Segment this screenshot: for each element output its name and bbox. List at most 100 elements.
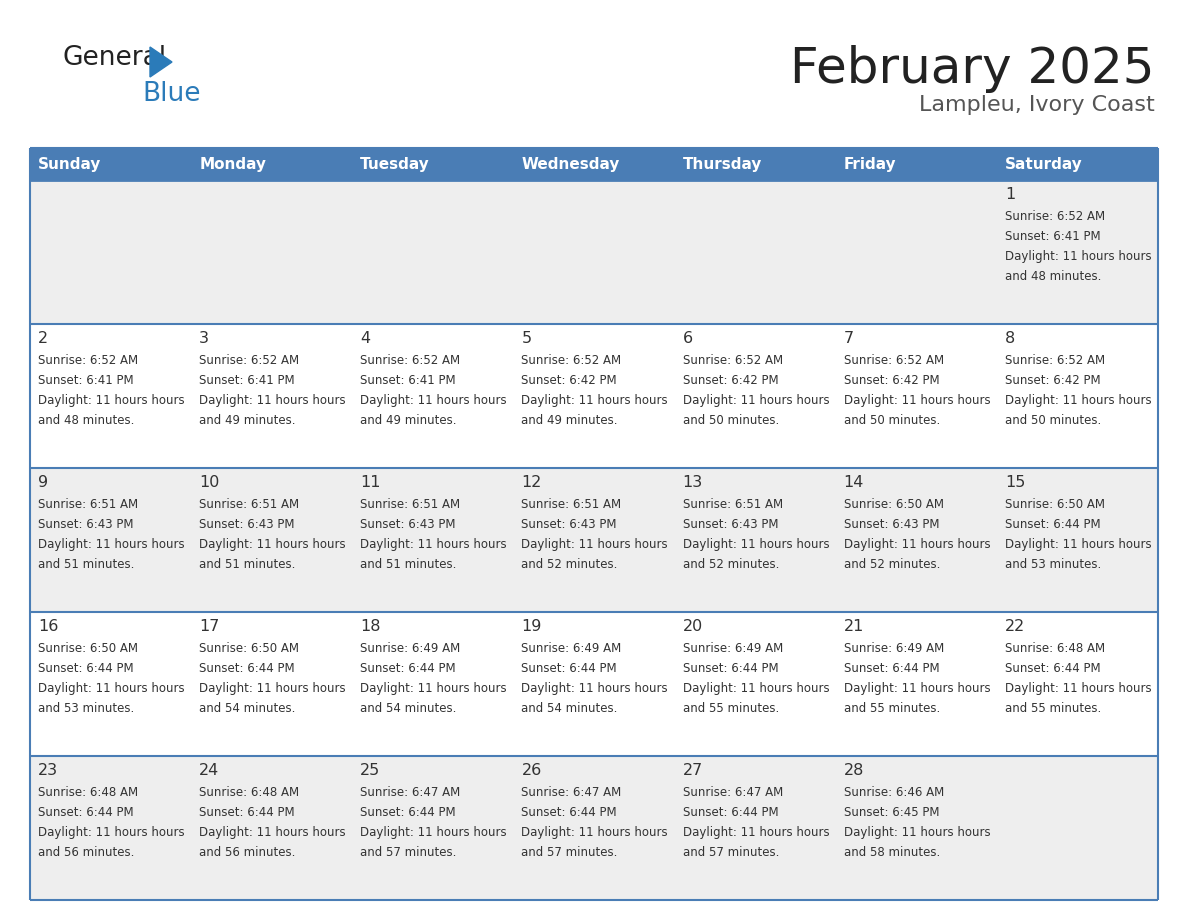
Bar xyxy=(353,612,513,756)
Text: Sunset: 6:44 PM: Sunset: 6:44 PM xyxy=(360,662,456,675)
Text: and 51 minutes.: and 51 minutes. xyxy=(360,558,456,571)
Text: Daylight: 11 hours hours: Daylight: 11 hours hours xyxy=(38,394,184,407)
Bar xyxy=(835,612,997,756)
Text: Blue: Blue xyxy=(143,81,201,107)
Bar xyxy=(513,148,675,180)
Text: Sunrise: 6:51 AM: Sunrise: 6:51 AM xyxy=(200,498,299,511)
Bar xyxy=(191,612,353,756)
Text: Sunset: 6:42 PM: Sunset: 6:42 PM xyxy=(522,374,617,387)
Text: Sunrise: 6:51 AM: Sunrise: 6:51 AM xyxy=(38,498,138,511)
Text: Friday: Friday xyxy=(843,156,896,172)
Text: Sunrise: 6:50 AM: Sunrise: 6:50 AM xyxy=(1005,498,1105,511)
Bar xyxy=(353,468,513,612)
Text: 11: 11 xyxy=(360,475,381,490)
Text: Daylight: 11 hours hours: Daylight: 11 hours hours xyxy=(522,826,668,839)
Text: Sunset: 6:44 PM: Sunset: 6:44 PM xyxy=(200,662,295,675)
Text: and 57 minutes.: and 57 minutes. xyxy=(522,846,618,859)
Text: Daylight: 11 hours hours: Daylight: 11 hours hours xyxy=(38,682,184,695)
Text: and 50 minutes.: and 50 minutes. xyxy=(1005,414,1101,427)
Text: Sunset: 6:44 PM: Sunset: 6:44 PM xyxy=(522,806,617,819)
Text: Sunrise: 6:52 AM: Sunrise: 6:52 AM xyxy=(200,354,299,367)
Text: Sunrise: 6:49 AM: Sunrise: 6:49 AM xyxy=(843,642,944,655)
Text: Sunset: 6:41 PM: Sunset: 6:41 PM xyxy=(200,374,295,387)
Text: 2: 2 xyxy=(38,331,49,346)
Text: Sunday: Sunday xyxy=(38,156,101,172)
Text: Sunrise: 6:52 AM: Sunrise: 6:52 AM xyxy=(683,354,783,367)
Text: Sunset: 6:44 PM: Sunset: 6:44 PM xyxy=(843,662,940,675)
Text: Sunset: 6:43 PM: Sunset: 6:43 PM xyxy=(843,518,940,531)
Text: Sunrise: 6:51 AM: Sunrise: 6:51 AM xyxy=(360,498,461,511)
Bar xyxy=(30,180,191,324)
Text: and 49 minutes.: and 49 minutes. xyxy=(200,414,296,427)
Text: and 49 minutes.: and 49 minutes. xyxy=(522,414,618,427)
Bar xyxy=(997,756,1158,900)
Bar xyxy=(513,612,675,756)
Polygon shape xyxy=(150,47,172,77)
Bar xyxy=(30,468,191,612)
Text: 5: 5 xyxy=(522,331,531,346)
Text: 13: 13 xyxy=(683,475,703,490)
Text: Daylight: 11 hours hours: Daylight: 11 hours hours xyxy=(522,682,668,695)
Text: Daylight: 11 hours hours: Daylight: 11 hours hours xyxy=(200,682,346,695)
Text: Sunset: 6:44 PM: Sunset: 6:44 PM xyxy=(1005,662,1100,675)
Text: Daylight: 11 hours hours: Daylight: 11 hours hours xyxy=(683,538,829,551)
Bar xyxy=(191,148,353,180)
Bar xyxy=(191,468,353,612)
Text: and 54 minutes.: and 54 minutes. xyxy=(200,702,296,715)
Text: Sunrise: 6:49 AM: Sunrise: 6:49 AM xyxy=(522,642,621,655)
Text: Sunrise: 6:49 AM: Sunrise: 6:49 AM xyxy=(683,642,783,655)
Bar xyxy=(513,180,675,324)
Text: 4: 4 xyxy=(360,331,371,346)
Text: Sunset: 6:43 PM: Sunset: 6:43 PM xyxy=(200,518,295,531)
Text: 8: 8 xyxy=(1005,331,1015,346)
Text: Wednesday: Wednesday xyxy=(522,156,620,172)
Text: and 55 minutes.: and 55 minutes. xyxy=(843,702,940,715)
Bar xyxy=(191,756,353,900)
Bar xyxy=(353,148,513,180)
Bar xyxy=(353,756,513,900)
Text: Sunset: 6:44 PM: Sunset: 6:44 PM xyxy=(38,662,133,675)
Text: and 53 minutes.: and 53 minutes. xyxy=(1005,558,1101,571)
Text: 15: 15 xyxy=(1005,475,1025,490)
Text: and 55 minutes.: and 55 minutes. xyxy=(683,702,779,715)
Text: February 2025: February 2025 xyxy=(790,45,1155,93)
Bar xyxy=(675,756,835,900)
Text: and 53 minutes.: and 53 minutes. xyxy=(38,702,134,715)
Text: Sunrise: 6:47 AM: Sunrise: 6:47 AM xyxy=(683,786,783,799)
Text: and 56 minutes.: and 56 minutes. xyxy=(38,846,134,859)
Text: and 52 minutes.: and 52 minutes. xyxy=(683,558,779,571)
Text: and 56 minutes.: and 56 minutes. xyxy=(200,846,296,859)
Bar xyxy=(675,180,835,324)
Text: and 58 minutes.: and 58 minutes. xyxy=(843,846,940,859)
Text: and 57 minutes.: and 57 minutes. xyxy=(683,846,779,859)
Text: Daylight: 11 hours hours: Daylight: 11 hours hours xyxy=(200,826,346,839)
Bar xyxy=(30,612,191,756)
Text: Sunset: 6:44 PM: Sunset: 6:44 PM xyxy=(683,806,778,819)
Text: Daylight: 11 hours hours: Daylight: 11 hours hours xyxy=(843,682,991,695)
Text: and 50 minutes.: and 50 minutes. xyxy=(843,414,940,427)
Text: Daylight: 11 hours hours: Daylight: 11 hours hours xyxy=(683,682,829,695)
Text: Daylight: 11 hours hours: Daylight: 11 hours hours xyxy=(360,538,507,551)
Text: and 57 minutes.: and 57 minutes. xyxy=(360,846,456,859)
Text: Daylight: 11 hours hours: Daylight: 11 hours hours xyxy=(1005,682,1151,695)
Text: 12: 12 xyxy=(522,475,542,490)
Bar xyxy=(30,324,191,468)
Bar xyxy=(513,756,675,900)
Bar xyxy=(675,324,835,468)
Bar xyxy=(997,468,1158,612)
Text: Sunrise: 6:51 AM: Sunrise: 6:51 AM xyxy=(683,498,783,511)
Text: Sunset: 6:44 PM: Sunset: 6:44 PM xyxy=(683,662,778,675)
Text: Sunrise: 6:49 AM: Sunrise: 6:49 AM xyxy=(360,642,461,655)
Bar xyxy=(997,612,1158,756)
Text: Sunset: 6:41 PM: Sunset: 6:41 PM xyxy=(360,374,456,387)
Text: Sunrise: 6:48 AM: Sunrise: 6:48 AM xyxy=(1005,642,1105,655)
Text: Monday: Monday xyxy=(200,156,266,172)
Text: Sunset: 6:44 PM: Sunset: 6:44 PM xyxy=(360,806,456,819)
Text: 27: 27 xyxy=(683,763,703,778)
Text: Sunrise: 6:51 AM: Sunrise: 6:51 AM xyxy=(522,498,621,511)
Text: and 55 minutes.: and 55 minutes. xyxy=(1005,702,1101,715)
Text: Sunrise: 6:46 AM: Sunrise: 6:46 AM xyxy=(843,786,944,799)
Bar xyxy=(675,148,835,180)
Text: Daylight: 11 hours hours: Daylight: 11 hours hours xyxy=(843,394,991,407)
Text: Sunset: 6:43 PM: Sunset: 6:43 PM xyxy=(360,518,456,531)
